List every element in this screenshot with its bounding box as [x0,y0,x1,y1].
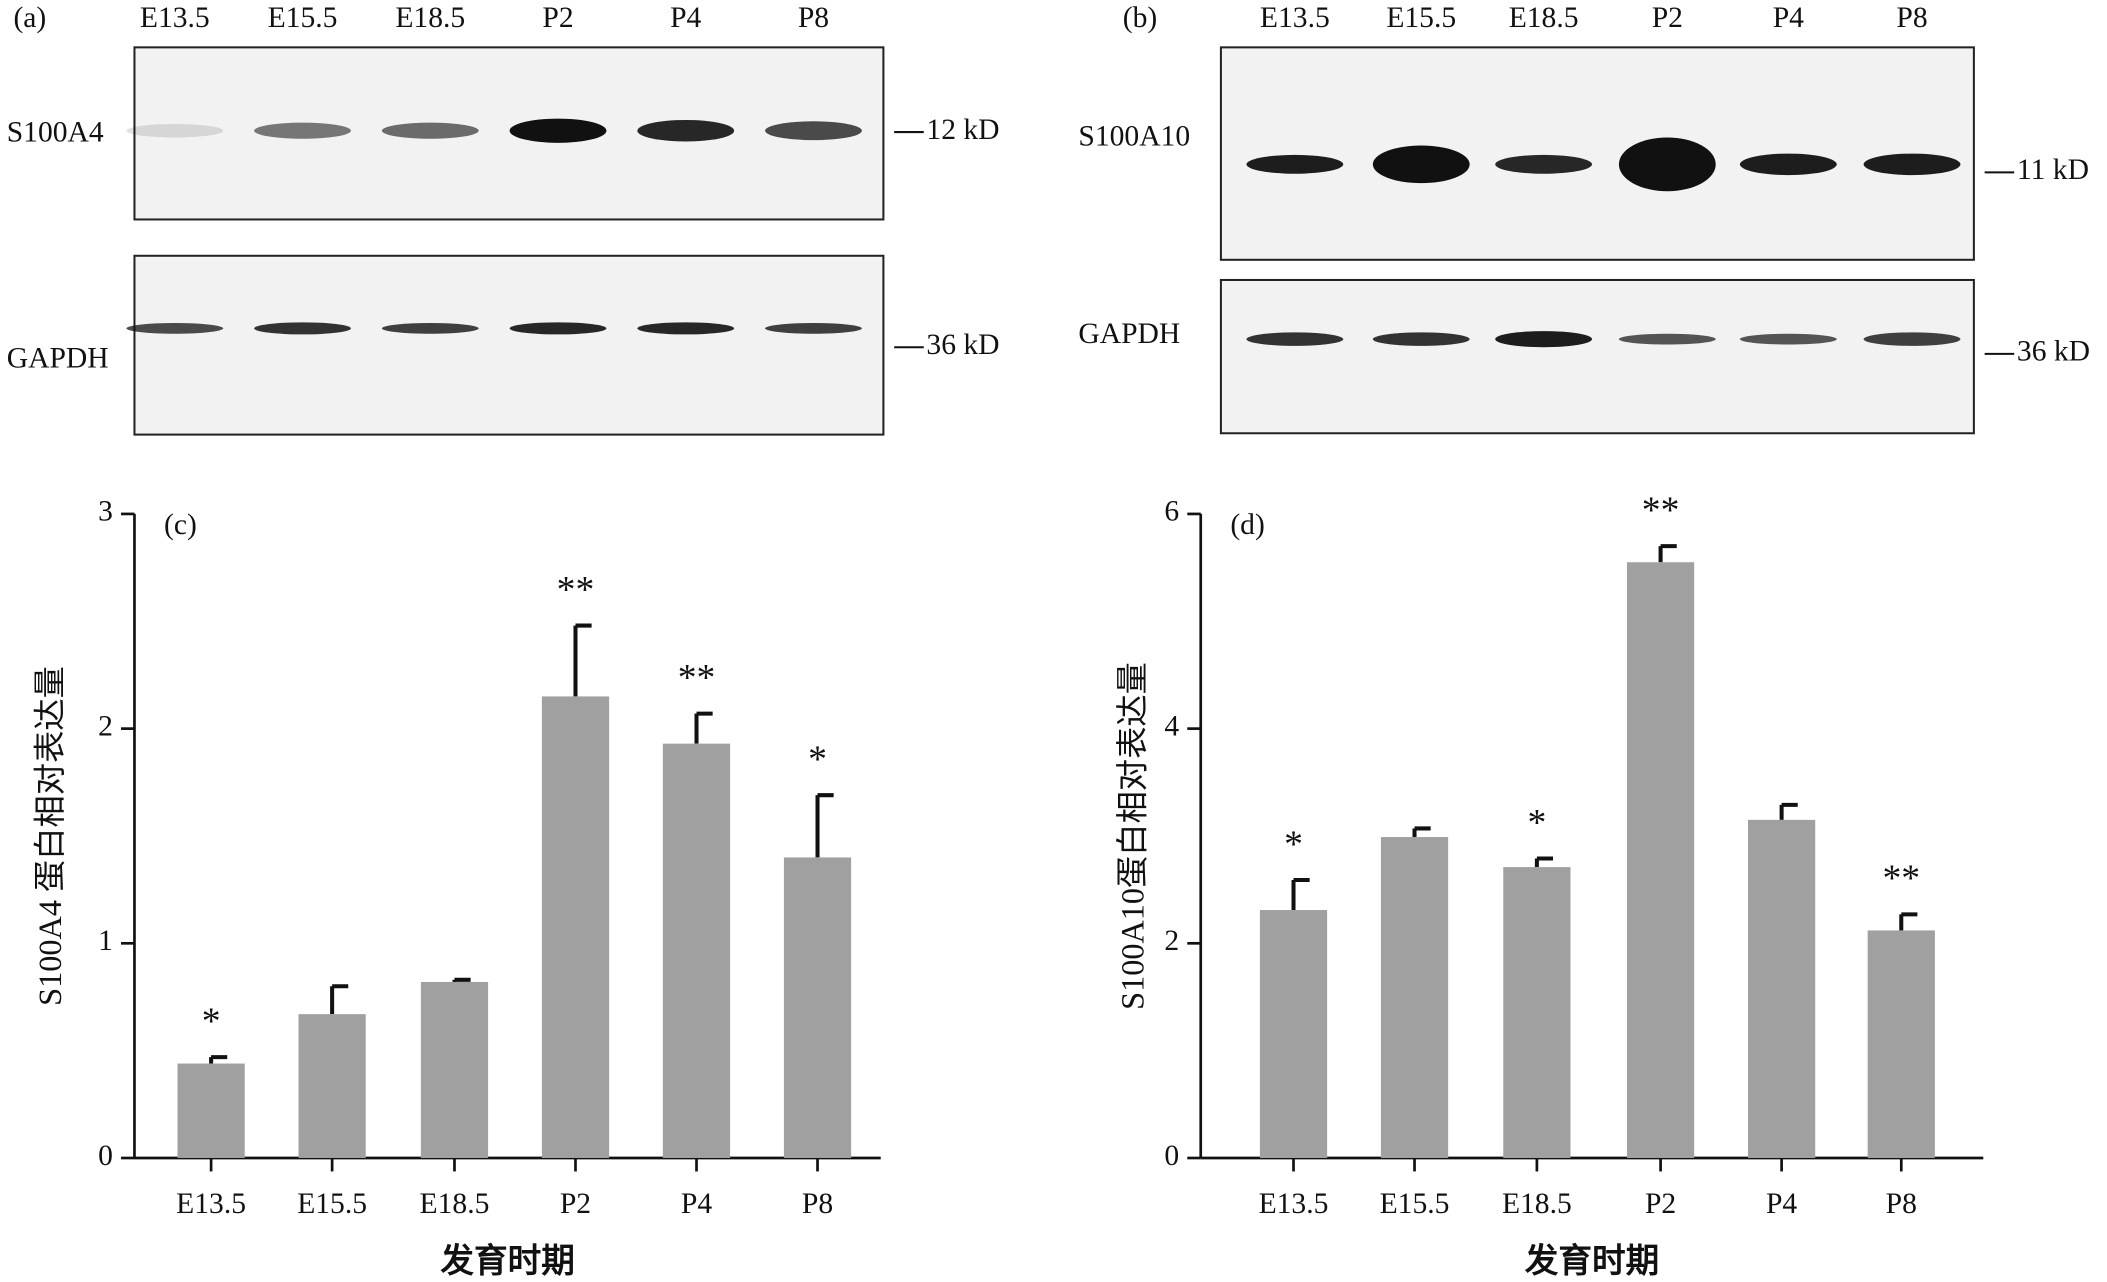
bar [1747,819,1816,1159]
lane-label: P8 [1896,2,1927,34]
protein-label: GAPDH [1078,318,1180,350]
panel-label: (c) [164,509,197,541]
protein-label: S100A10 [1078,121,1190,153]
marker-label: 36 kD [926,329,999,361]
y-tick-label: 1 [98,925,113,957]
blot-membrane [133,254,885,436]
blot-band [509,118,607,143]
blot-band [126,323,224,334]
bar [541,696,610,1159]
y-tick-label: 2 [1164,925,1179,957]
panel-label: (b) [1123,2,1158,34]
blot-membrane [1219,278,1975,435]
y-tick-label: 2 [98,710,113,742]
lane-label: P8 [798,2,829,34]
blot-band [254,122,351,139]
significance-label: * [1284,823,1303,865]
significance-label: * [808,739,827,781]
x-axis-title: 发育时期 [440,1242,574,1280]
significance-label: ** [678,657,716,699]
blot-band [1372,145,1470,184]
protein-label: S100A4 [7,117,104,149]
bar [298,1014,366,1159]
blot-band [381,323,479,334]
marker-label: 36 kD [2017,336,2090,368]
x-tick-label: E13.5 [1259,1188,1329,1220]
x-tick-label: E18.5 [420,1188,490,1220]
significance-label: ** [557,569,595,611]
x-axis-title: 发育时期 [1525,1242,1659,1280]
blot-band [1495,331,1593,348]
lane-label: P2 [542,2,573,34]
blot-band [254,322,351,335]
blot-band [1372,332,1470,346]
blot-band [637,322,735,335]
blot-band [1246,154,1344,174]
blot-band [1739,333,1837,345]
x-tick-label: P4 [1766,1188,1797,1220]
y-tick-label: 6 [1164,496,1179,528]
x-tick-label: P2 [560,1188,591,1220]
x-tick-label: E15.5 [1380,1188,1450,1220]
y-tick-label: 0 [98,1140,113,1172]
lane-label: E18.5 [395,2,465,34]
blot-band [126,123,224,138]
x-tick-label: P2 [1645,1188,1676,1220]
x-tick-label: E18.5 [1502,1188,1572,1220]
blot-band [1246,332,1344,346]
lane-label: P2 [1652,2,1683,34]
bar [420,981,489,1159]
marker-label: 12 kD [926,114,999,146]
y-tick-label: 3 [98,496,113,528]
lane-label: E15.5 [1386,2,1456,34]
blot-band [1863,332,1961,346]
y-tick-label: 4 [1164,710,1179,742]
y-axis-title: S100A10蛋白相对表达量 [1115,662,1151,1010]
blot-band [765,323,862,334]
blot-band [1495,154,1593,174]
bar [783,857,852,1159]
lane-label: P4 [1773,2,1804,34]
blot-band [637,119,735,142]
panel-label: (d) [1230,509,1265,541]
bar [177,1063,245,1159]
blot-band [381,122,479,139]
lane-label: E18.5 [1509,2,1579,34]
x-tick-label: P4 [681,1188,712,1220]
bar [1380,837,1449,1159]
panel-label: (a) [13,2,46,34]
blot-band [1618,137,1716,192]
blot-band [1863,153,1961,176]
bar [1503,867,1571,1159]
lane-label: E13.5 [140,2,210,34]
blot-membrane [1219,46,1975,261]
blot-band [509,322,607,335]
significance-label: * [202,1000,221,1042]
bar [1867,930,1935,1159]
lane-label: P4 [670,2,701,34]
marker-label: 11 kD [2017,154,2089,186]
blot-band [1618,333,1716,345]
x-tick-label: P8 [802,1188,833,1220]
lane-label: E15.5 [268,2,338,34]
x-tick-label: E13.5 [176,1188,246,1220]
significance-label: ** [1642,490,1680,532]
significance-label: * [1527,802,1546,844]
lane-label: E13.5 [1260,2,1330,34]
bar [1259,910,1328,1159]
bar [662,743,731,1159]
x-tick-label: P8 [1886,1188,1917,1220]
protein-label: GAPDH [7,342,109,374]
bar [1626,562,1695,1159]
blot-band [765,121,862,141]
x-tick-label: E15.5 [297,1188,367,1220]
blot-band [1739,153,1837,176]
y-axis-title: S100A4 蛋白相对表达量 [32,666,68,1006]
y-tick-label: 0 [1164,1140,1179,1172]
significance-label: ** [1882,858,1920,900]
